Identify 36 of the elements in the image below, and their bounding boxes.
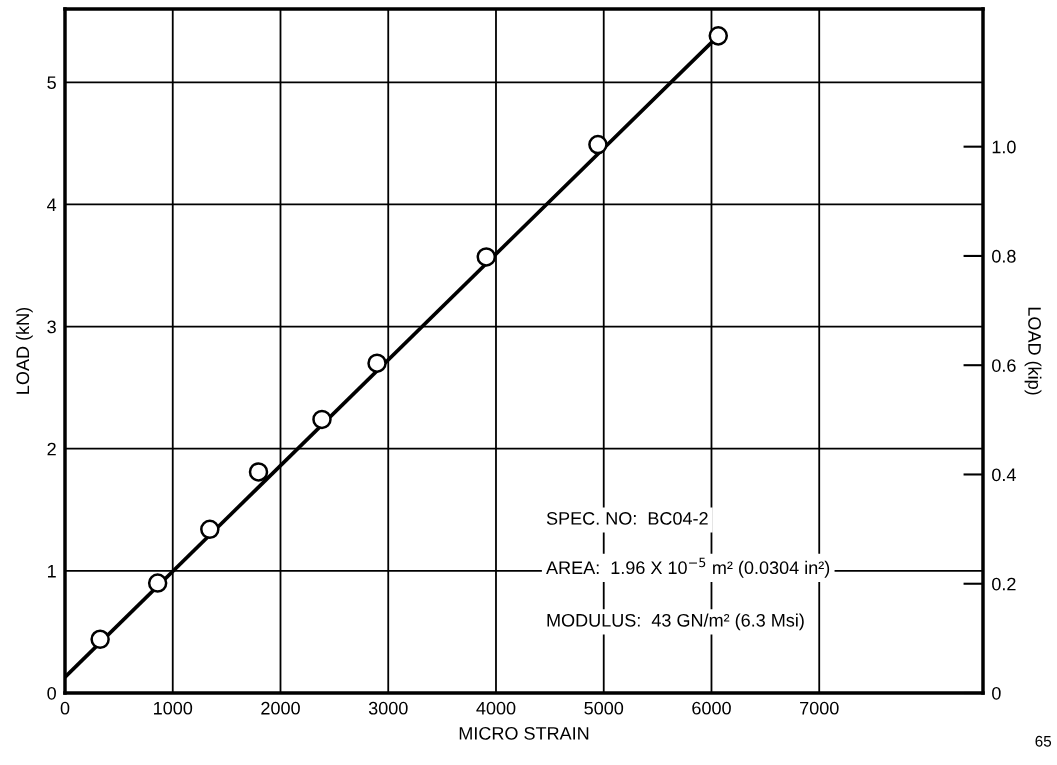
y-tick-label: 0 — [47, 686, 56, 700]
x-tick-label: 5000 — [584, 701, 624, 715]
y-tick-label: 2 — [47, 442, 56, 456]
y-tick-label: 4 — [47, 198, 57, 211]
x-tick-label: 2000 — [261, 701, 300, 715]
point — [248, 462, 269, 482]
y2-tick-label: 0.6 — [992, 359, 1016, 372]
x-tick-label: 7000 — [800, 701, 839, 715]
x-tick-label: 3000 — [368, 701, 408, 715]
x-tick-label: 6000 — [692, 701, 731, 715]
annotation: MODULUS: 43 GN/m² (6.3 Msi) — [547, 613, 804, 631]
x-tick-label: 4000 — [476, 701, 516, 715]
y2-tick-label: 0 — [992, 686, 1001, 700]
point — [588, 134, 608, 155]
y-tick-label: 5 — [47, 76, 56, 90]
y-tick-label: 3 — [47, 320, 56, 334]
y2-axis-title: LOAD (kip) — [1024, 307, 1042, 395]
point — [476, 247, 497, 267]
y-axis-title: LOAD (kN) — [15, 307, 33, 394]
point — [147, 573, 168, 593]
point — [90, 629, 110, 650]
point — [708, 26, 729, 46]
x-axis-title: MICRO STRAIN — [459, 726, 589, 740]
y2-tick-label: 0.2 — [992, 577, 1016, 591]
y2-tick-label: 1.0 — [992, 140, 1016, 154]
text: 65 — [1035, 735, 1052, 747]
x-tick-label: 1000 — [154, 701, 193, 715]
point — [312, 409, 332, 430]
y2-tick-label: 0.8 — [992, 249, 1016, 263]
annotation: AREA: 1.96 X 10$^{−5}$ m² (0.0304 in²) — [546, 557, 830, 578]
y-tick-label: 1 — [48, 564, 56, 578]
x-tick-label: 0 — [60, 701, 70, 715]
y2-tick-label: 0.4 — [992, 468, 1016, 482]
annotation: SPEC. NO: BC04-2 — [546, 512, 708, 525]
point — [200, 519, 220, 540]
point — [367, 353, 387, 373]
